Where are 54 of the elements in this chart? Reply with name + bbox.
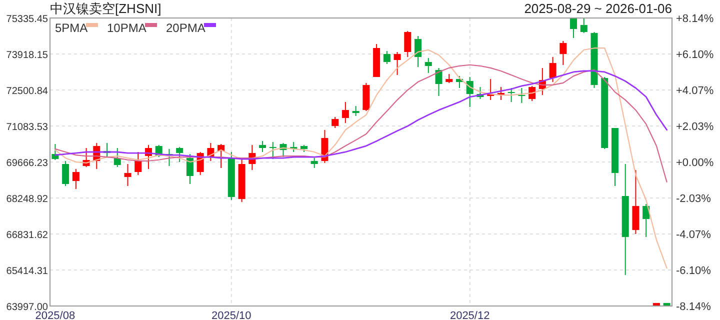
y2-tick-label: -4.07%	[676, 229, 712, 241]
y-tick-label: 68248.92	[6, 194, 48, 205]
legend-label: 5PMA	[55, 21, 88, 35]
x-tick-label: 2025/12	[450, 310, 490, 320]
candlestick	[632, 170, 640, 235]
candlestick	[560, 40, 567, 66]
candlestick	[186, 154, 194, 184]
candlestick	[310, 157, 318, 168]
y-tick-label: 65414.31	[6, 266, 48, 277]
y-tick-label: 73918.15	[6, 50, 48, 61]
candlestick	[508, 87, 515, 103]
candlestick	[642, 203, 650, 238]
candlestick	[446, 73, 453, 84]
candlestick	[332, 116, 339, 128]
candlestick	[124, 164, 132, 187]
x-tick-label: 2025/10	[212, 310, 252, 320]
candlestick	[383, 50, 390, 65]
y-tick-label: 69666.23	[6, 158, 48, 169]
y2-tick-label: +6.10%	[676, 49, 714, 62]
candlestick	[414, 35, 422, 68]
candlestick	[404, 30, 412, 58]
candlestick	[134, 152, 142, 176]
y2-tick-label: +0.00%	[676, 157, 714, 169]
candlestick	[342, 102, 349, 124]
candlestick	[580, 18, 588, 34]
candlestick	[424, 57, 432, 74]
y-tick-label: 66831.62	[6, 230, 48, 241]
candlestick	[72, 168, 80, 190]
legend-label: 20PMA	[166, 21, 206, 35]
candlestick	[259, 140, 266, 152]
candlestick	[549, 56, 556, 82]
y2-tick-label: -6.10%	[676, 264, 712, 277]
y2-tick-label: -8.14%	[676, 301, 712, 313]
candlestick	[570, 18, 578, 38]
y2-tick-label: -2.03%	[676, 192, 712, 205]
y2-tick-label: +2.03%	[676, 121, 714, 134]
chart-subtitle: 2025-08-29 ~ 2026-01-06	[524, 1, 672, 16]
chart-title: 中汉镍卖空[ZHSNI]	[50, 1, 162, 16]
candlestick	[435, 68, 442, 96]
line-series	[54, 64, 668, 183]
candlestick	[518, 87, 526, 104]
candlestick	[352, 106, 360, 117]
candlestick	[176, 146, 184, 163]
y2-tick-label: +8.14%	[676, 13, 714, 25]
y2-tick-label: +4.07%	[676, 85, 714, 97]
legend-label: 10PMA	[107, 21, 146, 35]
x-tick-label: 2025/08	[35, 310, 76, 320]
candlestick	[114, 148, 121, 168]
candlestick	[62, 160, 70, 187]
y-tick-label: 71083.53	[6, 122, 48, 133]
candlestick	[394, 51, 401, 76]
y-tick-label: 75335.45	[6, 14, 48, 25]
y-tick-label: 72500.84	[6, 86, 48, 97]
y-tick-label: 63997.00	[6, 302, 48, 313]
